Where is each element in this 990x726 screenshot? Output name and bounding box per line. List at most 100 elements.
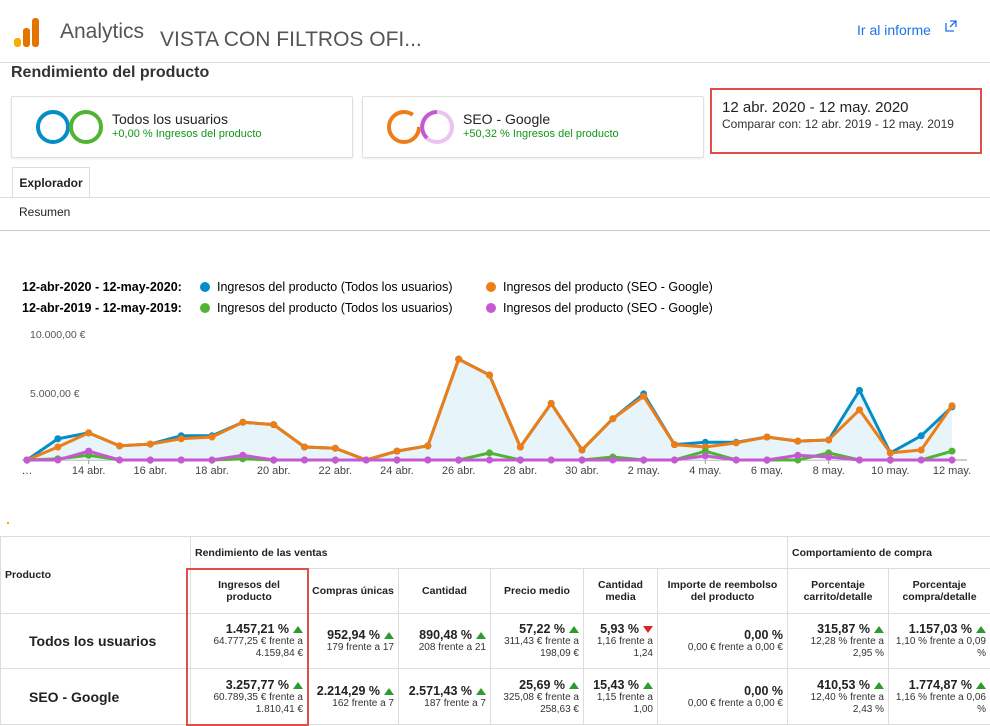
metric-cell: 0,00 % 0,00 € frente a 0,00 € bbox=[657, 613, 788, 669]
metric-compare: 208 frente a 21 bbox=[418, 642, 486, 653]
data-point bbox=[578, 446, 586, 454]
column-header: Porcentaje carrito/detalle bbox=[787, 568, 889, 614]
metric-cell: 315,87 % 12,28 % frente a 2,95 % bbox=[787, 613, 889, 669]
data-point bbox=[393, 447, 401, 455]
table-row: SEO - Google 3.257,77 % 60.789,35 € frente… bbox=[0, 668, 990, 725]
metric-change: 15,43 % bbox=[593, 677, 639, 692]
metric-change: 5,93 % bbox=[600, 622, 639, 636]
data-point bbox=[393, 456, 401, 464]
trend-arrow bbox=[874, 681, 884, 689]
metric-compare: 162 frente a 7 bbox=[332, 697, 394, 709]
data-point bbox=[486, 449, 493, 457]
metric-cell: 2.214,29 % 162 frente a 7 bbox=[307, 668, 399, 725]
segment-card[interactable]: SEO - Google +50,32 % Ingresos del produ… bbox=[362, 96, 704, 158]
x-tick-label: 20 abr. bbox=[257, 465, 291, 477]
column-header: Compras únicas bbox=[307, 568, 399, 614]
data-point bbox=[948, 447, 956, 455]
segment-icon bbox=[387, 110, 454, 144]
metric-change: 2.214,29 % bbox=[316, 683, 380, 698]
data-point bbox=[177, 456, 185, 464]
data-point bbox=[424, 456, 432, 464]
data-point bbox=[486, 456, 493, 464]
data-point bbox=[917, 446, 925, 454]
segment-note: +0,00 % Ingresos del producto bbox=[112, 128, 262, 140]
trend-arrow bbox=[476, 687, 486, 695]
data-point bbox=[516, 456, 524, 464]
metric-value: 0,00 % bbox=[662, 684, 783, 698]
data-point bbox=[331, 444, 339, 452]
legend-swatch bbox=[486, 303, 496, 313]
metric-cell: 3.257,77 % 60.789,35 € frente a 1.810,41 … bbox=[190, 668, 308, 725]
legend-period: 12-abr-2020 - 12-may-2020: bbox=[22, 280, 182, 294]
metric-compare: 1,16 frente a 1,24 bbox=[596, 636, 653, 659]
data-table: Producto Rendimiento de las ventas Comport… bbox=[0, 536, 990, 725]
divider bbox=[0, 197, 990, 198]
metric-compare: 0,00 € frente a 0,00 € bbox=[687, 642, 783, 653]
trend-arrow bbox=[384, 632, 394, 639]
metric-value: 315,87 % bbox=[792, 622, 884, 636]
subtab[interactable]: Resumen bbox=[19, 205, 71, 219]
legend-label: Ingresos del producto (Todos los usuario… bbox=[217, 301, 453, 315]
metric-compare: 179 frente a 17 bbox=[326, 642, 394, 653]
x-tick-label: 28 abr. bbox=[504, 465, 538, 477]
legend-label: Ingresos del producto (SEO - Google) bbox=[503, 280, 713, 294]
x-tick-label: 14 abr. bbox=[72, 465, 106, 477]
data-point bbox=[85, 447, 93, 455]
highlight-box bbox=[186, 568, 309, 726]
column-header: Cantidad bbox=[398, 568, 491, 614]
metric-compare: 187 frente a 7 bbox=[424, 697, 486, 709]
dot bbox=[7, 522, 9, 524]
data-point bbox=[794, 437, 802, 445]
column-header: Precio medio bbox=[490, 568, 584, 614]
metric-change: 0,00 % bbox=[744, 683, 783, 698]
metric-cell: 0,00 % 0,00 € frente a 0,00 € bbox=[657, 668, 788, 725]
report-link[interactable]: Ir al informe bbox=[857, 22, 931, 38]
metric-compare: 64.777,25 € frente a 4.159,84 € bbox=[213, 636, 303, 659]
metric-value: 57,22 % bbox=[495, 622, 579, 636]
metric-change: 890,48 % bbox=[419, 628, 472, 642]
metric-cell: 1.457,21 % 64.777,25 € frente a 4.159,84 … bbox=[190, 613, 308, 669]
legend-swatch bbox=[486, 282, 496, 292]
trend-arrow bbox=[976, 681, 986, 689]
data-point bbox=[917, 432, 925, 440]
data-point bbox=[763, 456, 771, 464]
metric-change: 25,69 % bbox=[519, 677, 565, 692]
date-range[interactable]: 12 abr. 2020 - 12 may. 2020 bbox=[722, 99, 909, 116]
data-point bbox=[455, 456, 463, 464]
metric-cell: 57,22 % 311,43 € frente a 198,09 € bbox=[490, 613, 584, 669]
metric-compare: 311,43 € frente a 198,09 € bbox=[504, 636, 579, 659]
metric-compare: 0,00 € frente a 0,00 € bbox=[687, 697, 783, 709]
x-tick-label: 16 abr. bbox=[134, 465, 168, 477]
metric-change: 1.157,03 % bbox=[908, 622, 972, 636]
data-point bbox=[547, 456, 555, 464]
segment-card[interactable]: Todos los usuarios +0,00 % Ingresos del … bbox=[11, 96, 353, 158]
data-point bbox=[732, 439, 740, 447]
metric-value: 1.774,87 % bbox=[893, 678, 986, 692]
metric-cell: 25,69 % 325,08 € frente a 258,63 € bbox=[490, 668, 584, 725]
data-point bbox=[609, 415, 617, 423]
metric-compare: 1,15 frente a 1,00 bbox=[596, 691, 653, 715]
metric-cell: 890,48 % 208 frente a 21 bbox=[398, 613, 491, 669]
trend-arrow bbox=[476, 632, 486, 639]
highlight-box bbox=[710, 88, 982, 154]
data-point bbox=[701, 452, 709, 460]
metric-compare: 325,08 € frente a 258,63 € bbox=[503, 691, 579, 715]
group-header: Rendimiento de las ventas bbox=[190, 536, 788, 569]
metric-change: 315,87 % bbox=[817, 622, 870, 636]
segment-icon bbox=[36, 110, 103, 144]
data-point bbox=[116, 456, 123, 464]
metric-change: 0,00 % bbox=[744, 628, 783, 642]
data-point bbox=[547, 399, 555, 407]
view-name[interactable]: VISTA CON FILTROS OFI... bbox=[160, 28, 422, 51]
x-tick-label: 12 may. bbox=[933, 465, 971, 477]
data-point bbox=[54, 456, 62, 464]
x-tick-label: 30 abr. bbox=[565, 465, 599, 477]
metric-compare: 12,28 % frente a 2,95 % bbox=[810, 636, 884, 659]
data-point bbox=[239, 418, 247, 426]
x-tick-label: 10 may. bbox=[871, 465, 909, 477]
area-fill bbox=[27, 359, 952, 460]
tab[interactable]: Explorador bbox=[12, 167, 90, 198]
data-point bbox=[856, 456, 863, 464]
metric-cell: 1.157,03 % 1,10 % frente a 0,09 % bbox=[888, 613, 990, 669]
data-point bbox=[516, 443, 524, 451]
